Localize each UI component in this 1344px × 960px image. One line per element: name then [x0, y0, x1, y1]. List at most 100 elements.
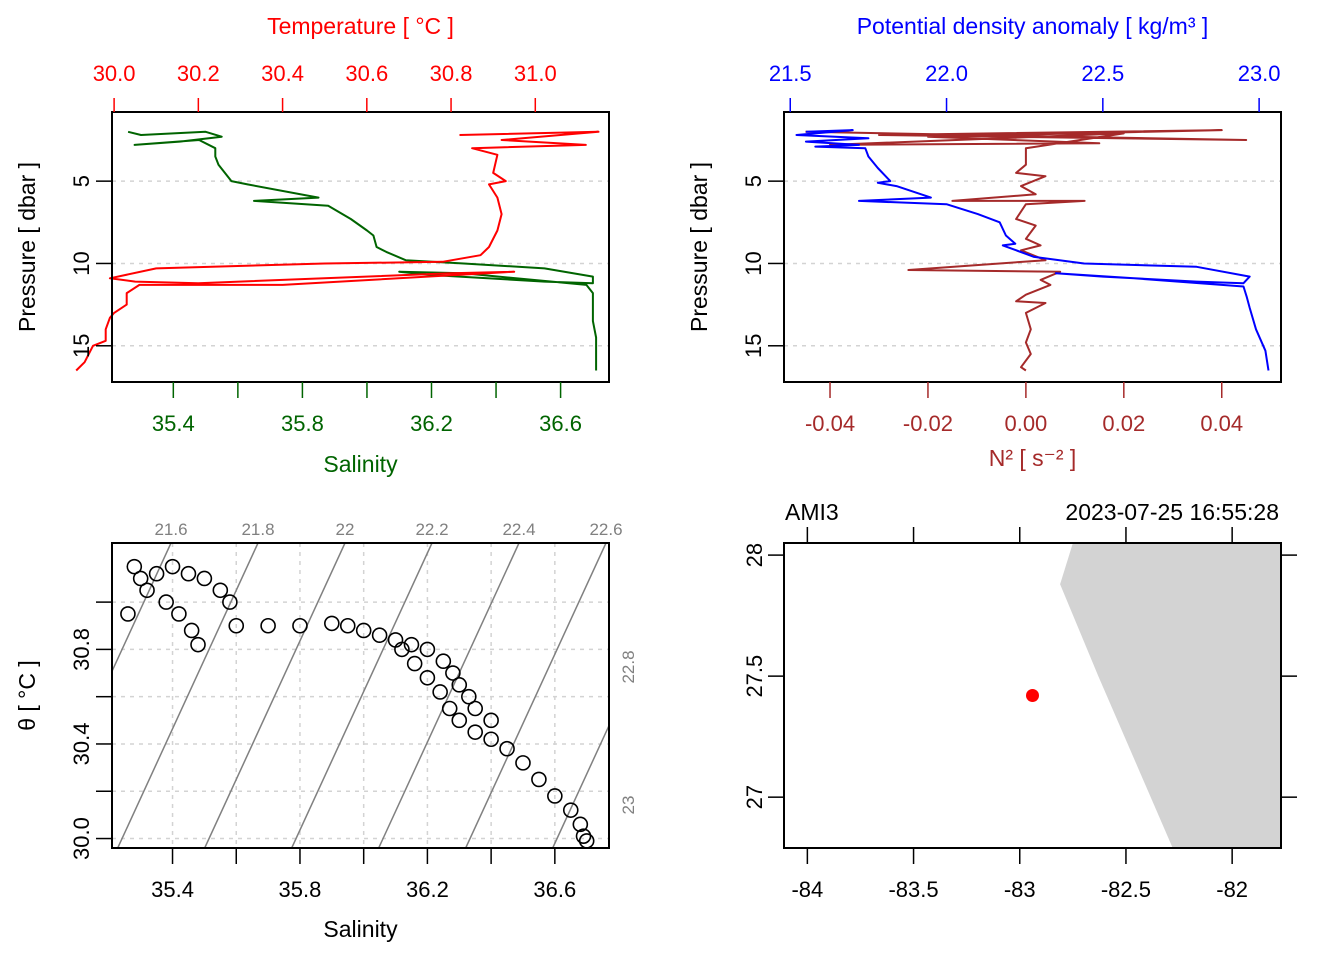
ts-point: [260, 617, 276, 634]
land-polygon: [1060, 543, 1281, 848]
n2-axis-title: N² [ s⁻² ]: [989, 445, 1077, 471]
temperature-tick-label: 30.6: [345, 61, 388, 86]
ts-point: [132, 570, 149, 587]
ts-point: [394, 641, 410, 658]
density-axis-title: Potential density anomaly [ kg/m³ ]: [857, 13, 1209, 39]
salinity-tick-label: 36.2: [410, 411, 453, 436]
latitude-tick-label: 27.5: [742, 655, 767, 698]
ts-point: [445, 665, 461, 681]
isopycnal-line: [465, 543, 607, 848]
ts-point: [183, 622, 200, 639]
isopycnal-line: [117, 543, 259, 848]
ts-point: [171, 606, 187, 622]
ts-point: [148, 565, 165, 582]
salinity-tick-label: 35.8: [281, 411, 324, 436]
density-tick-label: 21.5: [769, 61, 812, 86]
ts-point: [578, 833, 595, 849]
station-marker: [1026, 689, 1039, 702]
ts-point: [467, 724, 483, 740]
salinity-tick-label: 35.4: [151, 877, 194, 902]
profile-density-frame: [783, 111, 1282, 383]
temperature-tick-label: 30.8: [430, 61, 473, 86]
pressure-tick-label: 10: [741, 251, 766, 275]
isopycnal-line: [378, 543, 520, 848]
isopycnal-label: 22.2: [415, 520, 448, 539]
isopycnal-line: [291, 543, 433, 848]
isopycnal-line: [112, 543, 172, 674]
latitude-tick-label: 28: [742, 543, 767, 567]
isopycnal-label: 21.8: [241, 520, 274, 539]
longitude-tick-label: -83.5: [888, 877, 938, 902]
ts-point: [451, 712, 468, 729]
isopycnal-line: [204, 543, 346, 848]
ts-point: [339, 617, 356, 634]
salinity-axis-title: Salinity: [323, 916, 398, 942]
isopycnal-label: 22.8: [619, 650, 638, 683]
ts-point: [371, 627, 388, 644]
isopycnal-label: 23: [619, 796, 638, 815]
ts-point: [387, 632, 404, 648]
ts-point: [562, 802, 579, 818]
longitude-tick-label: -83: [1004, 877, 1036, 902]
salinity-tick-label: 36.2: [406, 877, 449, 902]
temperature-profile-line: [75, 130, 600, 372]
isopycnal-group: [112, 543, 609, 848]
map-frame: [783, 542, 1282, 849]
ts-point: [419, 669, 436, 686]
ts-point: [222, 594, 238, 610]
pressure-tick-label: 10: [69, 251, 94, 275]
density-tick-label: 22.0: [925, 61, 968, 86]
temperature-tick-label: 30.2: [177, 61, 220, 86]
n2-tick-label: 0.04: [1200, 411, 1243, 436]
longitude-tick-label: -84: [791, 877, 823, 902]
ts-point: [139, 582, 155, 599]
ts-point: [212, 582, 229, 599]
ts-point: [461, 688, 477, 705]
pressure-axis-title: Pressure [ dbar ]: [686, 162, 712, 332]
ts-point: [515, 755, 531, 771]
temperature-axis-title: Temperature [ °C ]: [267, 13, 454, 39]
ts-point: [292, 617, 308, 634]
ts-point: [126, 558, 143, 575]
isopycnal-line: [552, 723, 609, 848]
ts-point: [483, 712, 499, 729]
theta-tick-label: 30.0: [69, 817, 94, 860]
density-profile-line: [795, 129, 1270, 371]
longitude-tick-label: -82: [1216, 877, 1248, 902]
ts-point: [180, 565, 197, 582]
n2-tick-label: 0.02: [1102, 411, 1145, 436]
ts-point: [467, 700, 483, 717]
pressure-tick-label: 5: [69, 175, 94, 187]
station-timestamp-label: 2023-07-25 16:55:28: [1065, 499, 1279, 525]
ts-point: [419, 641, 436, 658]
ts-point: [403, 636, 420, 653]
salinity-tick-label: 35.4: [152, 411, 195, 436]
salinity-axis-title: Salinity: [323, 451, 398, 477]
pressure-axis-title: Pressure [ dbar ]: [14, 162, 40, 332]
ts-diagram-frame: [111, 542, 610, 849]
ts-point: [355, 622, 372, 639]
n2-tick-label: 0.00: [1004, 411, 1047, 436]
ts-point: [575, 828, 592, 844]
station-name-label: AMI3: [785, 499, 839, 525]
ts-point: [451, 677, 468, 693]
n2-tick-label: -0.02: [903, 411, 953, 436]
ts-point: [406, 655, 423, 672]
latitude-tick-label: 27: [742, 785, 767, 809]
ts-point: [572, 816, 589, 833]
density-tick-label: 22.5: [1081, 61, 1124, 86]
temperature-tick-label: 30.0: [93, 61, 136, 86]
temperature-tick-label: 30.4: [261, 61, 304, 86]
temperature-tick-label: 31.0: [514, 61, 557, 86]
ts-point: [158, 594, 174, 610]
isopycnal-label: 22.6: [589, 520, 622, 539]
ts-point: [190, 636, 206, 653]
ts-point: [196, 570, 213, 587]
pressure-tick-label: 15: [741, 334, 766, 358]
ts-point: [483, 731, 499, 748]
pressure-tick-label: 15: [69, 334, 94, 358]
ts-point: [164, 558, 181, 575]
theta-tick-label: 30.8: [69, 628, 94, 671]
longitude-tick-label: -82.5: [1101, 877, 1151, 902]
